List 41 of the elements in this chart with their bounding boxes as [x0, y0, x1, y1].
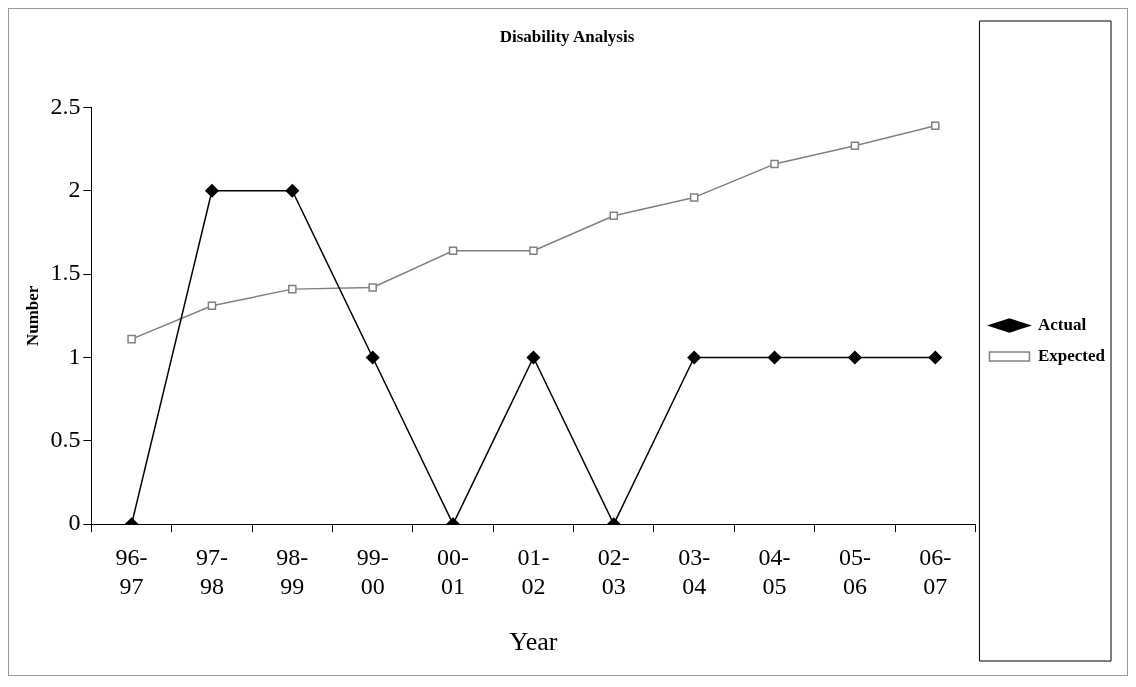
- x-tick-label: 98-99: [276, 543, 309, 599]
- x-axis-title: Year: [509, 627, 558, 657]
- point: [850, 141, 860, 151]
- x-tick-label: 99-00: [356, 543, 389, 599]
- point: [609, 211, 619, 221]
- point: [689, 193, 699, 202]
- point: [365, 350, 380, 365]
- point: [288, 284, 297, 294]
- x-tick-label: 06-07: [919, 543, 952, 599]
- point: [848, 350, 862, 365]
- chart-title: Disability Analysis: [499, 26, 635, 46]
- y-tick-label: 0: [68, 509, 81, 536]
- point: [529, 246, 538, 256]
- point: [205, 184, 219, 198]
- point: [767, 350, 782, 365]
- point: [526, 350, 541, 365]
- y-tick-label: 1: [68, 342, 81, 369]
- x-tick-label: 00-01: [437, 543, 470, 599]
- point: [127, 334, 136, 344]
- legend-label: Expected: [1037, 345, 1106, 365]
- x-tick-label: 03-04: [678, 543, 711, 599]
- y-tick-label: 1.5: [50, 259, 81, 286]
- point: [687, 350, 701, 365]
- point: [368, 283, 377, 292]
- point: [928, 350, 943, 365]
- y-tick-label: 2: [68, 176, 81, 203]
- x-tick-label: 02-03: [597, 543, 630, 599]
- point: [285, 184, 300, 198]
- point: [207, 301, 217, 311]
- point: [930, 121, 940, 131]
- legend-label: Actual: [1037, 314, 1087, 334]
- y-tick-label: 0.5: [50, 426, 81, 453]
- x-tick-label: 05-06: [838, 543, 871, 599]
- x-tick-label: 04-05: [758, 543, 791, 599]
- point: [448, 246, 458, 256]
- x-tick-label: 01-02: [517, 543, 550, 599]
- x-tick-label: 97-98: [195, 543, 228, 599]
- point: [770, 159, 779, 169]
- y-axis-title: Number: [22, 285, 42, 347]
- y-tick-label: 2.5: [50, 92, 81, 119]
- x-tick-label: 96-97: [115, 543, 148, 599]
